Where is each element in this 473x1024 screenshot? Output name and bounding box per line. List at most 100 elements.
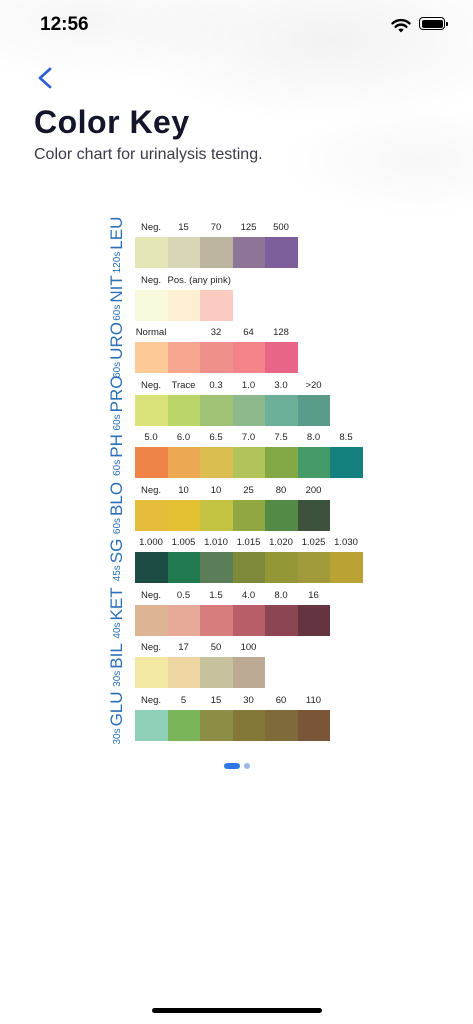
test-read-time: 60s xyxy=(111,413,123,430)
test-read-time: 40s xyxy=(111,621,123,639)
test-row-blo: 60sBLO Neg. 10 10 25 80 200 xyxy=(100,481,370,535)
color-swatches xyxy=(135,657,265,688)
color-swatch xyxy=(232,552,265,583)
test-abbreviation: GLU xyxy=(107,690,126,726)
value-label: 30 xyxy=(243,694,254,706)
page-title: Color Key xyxy=(34,104,190,140)
color-swatch xyxy=(135,289,168,321)
color-swatch xyxy=(200,709,233,741)
color-swatch xyxy=(232,447,265,478)
value-label: Normal xyxy=(135,327,167,338)
color-swatches xyxy=(135,604,330,636)
color-swatches xyxy=(135,289,233,321)
color-swatch xyxy=(167,447,200,478)
test-label: 60sPH xyxy=(107,434,126,476)
color-swatch xyxy=(135,394,168,426)
color-swatch xyxy=(330,447,363,478)
color-swatch xyxy=(200,499,233,531)
test-abbreviation: BLO xyxy=(107,481,126,516)
color-swatch xyxy=(200,342,233,373)
color-swatch xyxy=(297,552,330,583)
value-label: 1.030 xyxy=(334,537,358,548)
value-label: Neg. xyxy=(140,274,162,286)
color-swatch xyxy=(167,604,200,636)
color-swatch xyxy=(135,552,168,583)
color-swatch xyxy=(167,394,200,426)
value-label: 1.0 xyxy=(241,379,256,391)
test-row-sg: 45sSG 1.000 1.005 1.010 1.015 1.020 1.025 1.030 xyxy=(100,535,370,587)
test-abbreviation: PRO xyxy=(107,375,126,412)
page-dot-active[interactable] xyxy=(224,763,240,769)
value-label: 17 xyxy=(178,642,189,653)
test-read-time: 30s xyxy=(111,727,123,745)
color-swatch xyxy=(232,604,265,636)
value-label: 8.0 xyxy=(306,432,321,443)
test-label: 30sGLU xyxy=(107,690,126,745)
test-label: 60sBLO xyxy=(107,481,126,533)
test-label: 120sLEU xyxy=(107,217,126,274)
value-label: 100 xyxy=(240,642,257,653)
color-swatch xyxy=(265,604,298,636)
value-label: 25 xyxy=(243,484,254,496)
value-label: 5.0 xyxy=(144,432,158,443)
value-label: 15 xyxy=(178,222,189,233)
value-label: 3.0 xyxy=(274,379,288,391)
value-label: 70 xyxy=(210,222,222,233)
value-label: 15 xyxy=(210,694,222,706)
value-label: 16 xyxy=(308,589,319,601)
color-swatch xyxy=(135,709,168,741)
color-swatch xyxy=(265,552,298,583)
value-label: 32 xyxy=(210,327,222,338)
test-label: 60sPRO xyxy=(107,375,126,430)
value-label: 1.025 xyxy=(301,537,326,548)
test-name: 30sBIL xyxy=(104,643,130,687)
color-swatch xyxy=(232,394,265,426)
test-row-glu: 30sGLU Neg. 5 15 30 60 110 xyxy=(100,691,370,745)
value-label: 60 xyxy=(275,694,287,706)
color-swatch xyxy=(265,342,298,373)
value-label: 1.000 xyxy=(139,537,163,548)
test-row-uro: 60sURO Normal 32 64 128 xyxy=(100,322,370,378)
value-label: 1.010 xyxy=(204,537,228,548)
color-swatch xyxy=(297,447,330,478)
color-swatch xyxy=(135,499,168,531)
test-name: 60sURO xyxy=(104,322,130,378)
test-name: 45sSG xyxy=(104,538,130,582)
color-swatch xyxy=(200,237,233,268)
value-label: 0.5 xyxy=(176,589,191,601)
test-read-time: 30s xyxy=(111,670,123,687)
test-abbreviation: SG xyxy=(107,538,126,564)
page-dot[interactable] xyxy=(244,763,250,769)
test-name: 30sGLU xyxy=(104,691,130,744)
test-name: 60sPRO xyxy=(104,375,130,430)
value-label: 1.5 xyxy=(209,589,223,601)
color-swatch xyxy=(135,342,168,373)
test-row-ket: 40sKET Neg. 0.5 1.5 4.0 8.0 16 xyxy=(100,587,370,640)
color-swatch xyxy=(167,237,200,268)
color-swatch xyxy=(167,552,200,583)
color-swatch xyxy=(200,657,233,688)
color-swatches xyxy=(135,499,330,531)
color-swatches xyxy=(135,552,363,583)
value-label: Neg. xyxy=(140,589,162,601)
color-swatch xyxy=(265,447,298,478)
value-label: 5 xyxy=(180,694,187,706)
value-label: 6.5 xyxy=(209,432,223,443)
color-swatches xyxy=(135,394,330,426)
color-swatch xyxy=(167,499,200,531)
color-swatch xyxy=(330,552,363,583)
color-swatch xyxy=(200,604,233,636)
test-abbreviation: PH xyxy=(107,434,126,458)
test-name: 40sKET xyxy=(104,587,130,639)
value-label: 200 xyxy=(305,484,322,496)
back-button[interactable] xyxy=(34,66,58,90)
test-abbreviation: BIL xyxy=(107,643,126,669)
test-read-time: 45s xyxy=(111,565,123,582)
color-swatch xyxy=(232,709,265,741)
value-label: 6.0 xyxy=(176,432,191,443)
test-row-leu: 120sLEU Neg. 15 70 125 500 xyxy=(100,217,370,274)
color-swatch xyxy=(200,447,233,478)
value-label: 10 xyxy=(210,484,222,496)
color-swatch xyxy=(135,447,168,478)
color-swatches xyxy=(135,709,330,741)
